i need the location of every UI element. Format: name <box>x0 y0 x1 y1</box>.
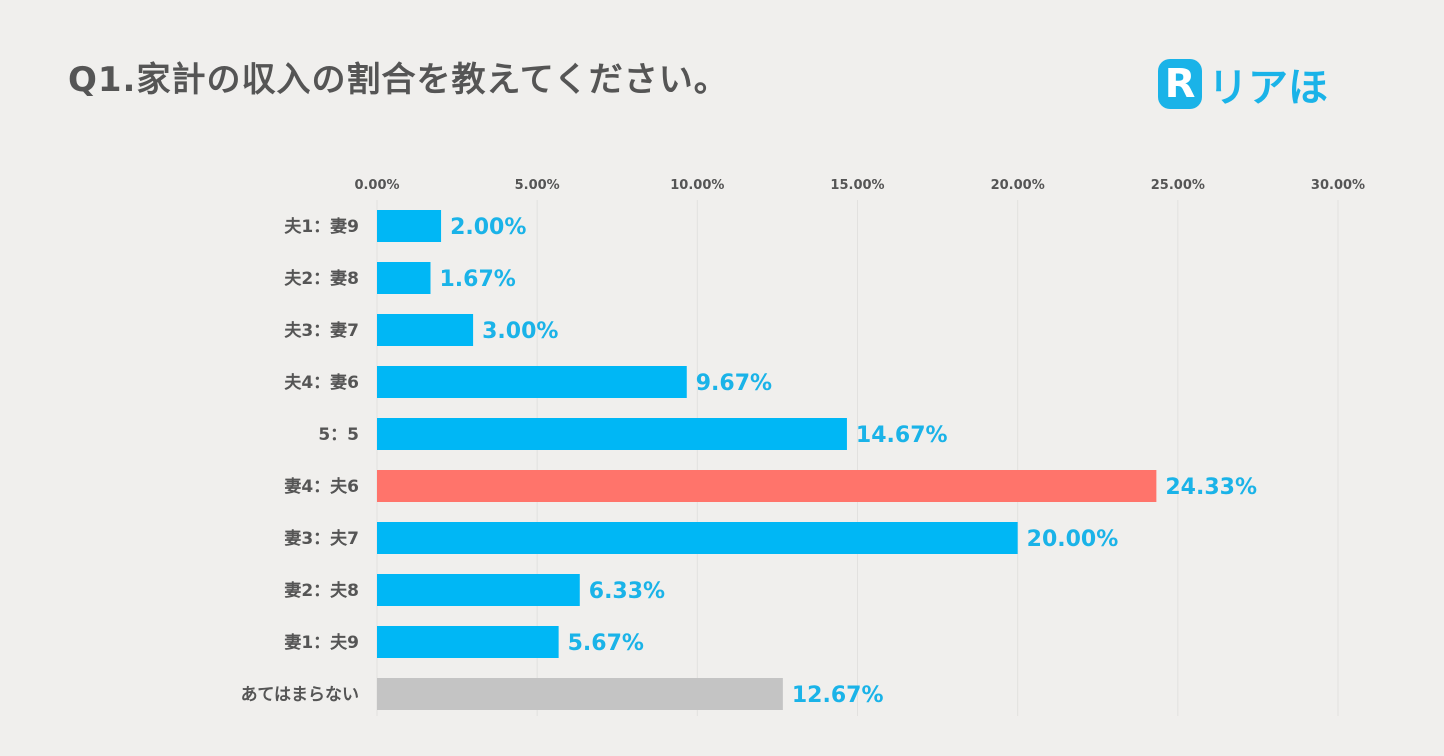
value-label: 20.00% <box>1027 527 1119 552</box>
bar <box>377 574 580 606</box>
x-tick-label: 30.00% <box>1311 178 1365 193</box>
category-label: 夫1：妻9 <box>284 216 359 237</box>
category-label: 妻3：夫7 <box>284 528 359 549</box>
bar <box>377 678 783 710</box>
x-tick-label: 25.00% <box>1151 178 1205 193</box>
page-title: Q1.家計の収入の割合を教えてください。 <box>68 60 729 100</box>
value-label: 6.33% <box>589 579 665 604</box>
category-label: 夫3：妻7 <box>284 320 359 341</box>
bar <box>377 626 559 658</box>
logo-r-icon: R <box>1158 59 1202 109</box>
value-label: 1.67% <box>439 267 515 292</box>
brand-logo: R リアほ <box>1158 55 1328 113</box>
value-label: 9.67% <box>696 371 772 396</box>
x-tick-label: 0.00% <box>354 178 399 193</box>
bar <box>377 262 431 294</box>
value-label: 12.67% <box>792 683 884 708</box>
value-label: 2.00% <box>450 215 526 240</box>
bar <box>377 314 474 346</box>
x-tick-label: 15.00% <box>830 178 884 193</box>
logo-text: リアほ <box>1208 65 1328 111</box>
category-label: 夫2：妻8 <box>284 268 359 289</box>
bar <box>377 522 1018 554</box>
value-label: 3.00% <box>482 319 558 344</box>
x-tick-label: 10.00% <box>670 178 724 193</box>
category-label: 妻1：夫9 <box>284 632 359 653</box>
bar <box>377 366 687 398</box>
value-label: 24.33% <box>1165 475 1257 500</box>
bar <box>377 418 847 450</box>
x-tick-label: 20.00% <box>991 178 1045 193</box>
category-label: 妻4：夫6 <box>284 476 359 497</box>
value-label: 14.67% <box>856 423 948 448</box>
value-label: 5.67% <box>568 631 644 656</box>
bar <box>377 210 442 242</box>
category-label: あてはまらない <box>241 685 359 705</box>
category-label: 夫4：妻6 <box>284 372 359 393</box>
x-tick-label: 5.00% <box>515 178 560 193</box>
category-label: 5：5 <box>318 425 359 445</box>
bar <box>377 470 1157 502</box>
category-label: 妻2：夫8 <box>284 580 359 601</box>
